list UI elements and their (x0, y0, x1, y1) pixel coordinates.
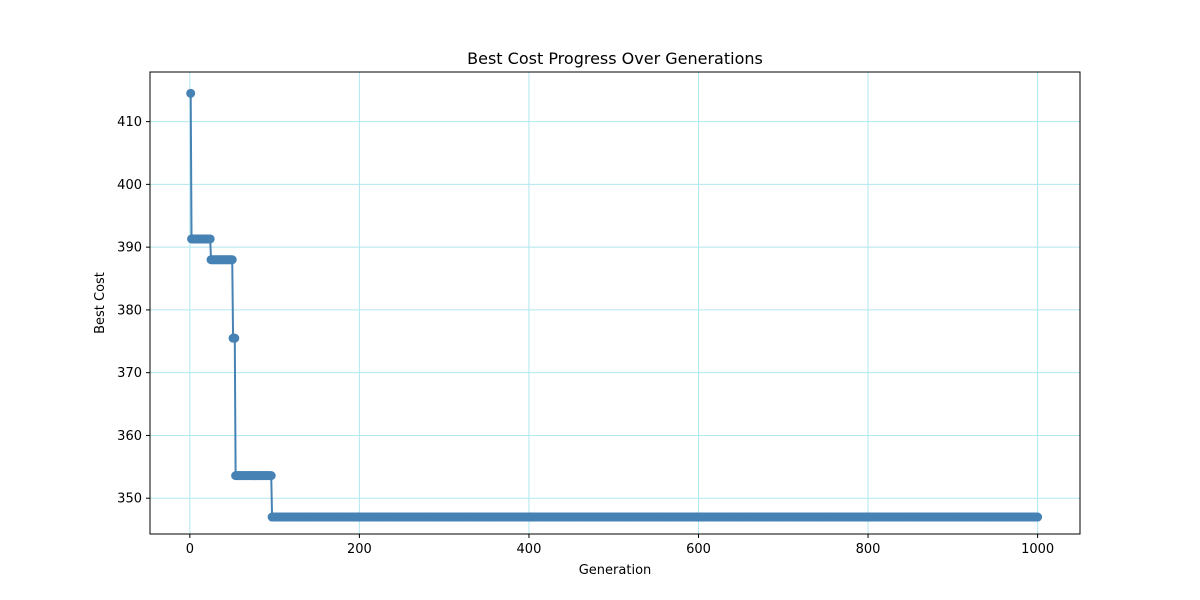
x-axis-label: Generation (579, 563, 652, 578)
data-point (205, 234, 215, 244)
x-tick-label: 0 (186, 542, 194, 557)
y-tick-label: 390 (117, 241, 142, 256)
x-tick-label: 800 (856, 542, 881, 557)
plot-background (150, 72, 1080, 534)
plot-frame (149, 71, 1081, 535)
series-markers (186, 88, 1043, 522)
data-point (227, 255, 237, 265)
data-point (230, 333, 240, 343)
y-tick-label: 370 (117, 366, 142, 381)
y-tick-label: 410 (117, 115, 142, 130)
x-tick-label: 1000 (1021, 542, 1054, 557)
chart-title: Best Cost Progress Over Generations (467, 49, 763, 68)
data-point (186, 88, 196, 98)
y-tick-label: 350 (117, 492, 142, 507)
y-tick-label: 380 (117, 303, 142, 318)
grid (150, 72, 1080, 534)
x-axis-ticks: 0 200 400 600 800 1000 (186, 534, 1054, 557)
data-point (1033, 512, 1043, 522)
x-tick-label: 400 (517, 542, 542, 557)
x-tick-label: 200 (347, 542, 372, 557)
y-tick-label: 400 (117, 178, 142, 193)
y-axis-ticks: 350 360 370 380 390 400 410 (117, 115, 150, 507)
data-point (266, 471, 276, 481)
y-axis-label: Best Cost (93, 272, 108, 334)
x-tick-label: 600 (686, 542, 711, 557)
y-tick-label: 360 (117, 429, 142, 444)
